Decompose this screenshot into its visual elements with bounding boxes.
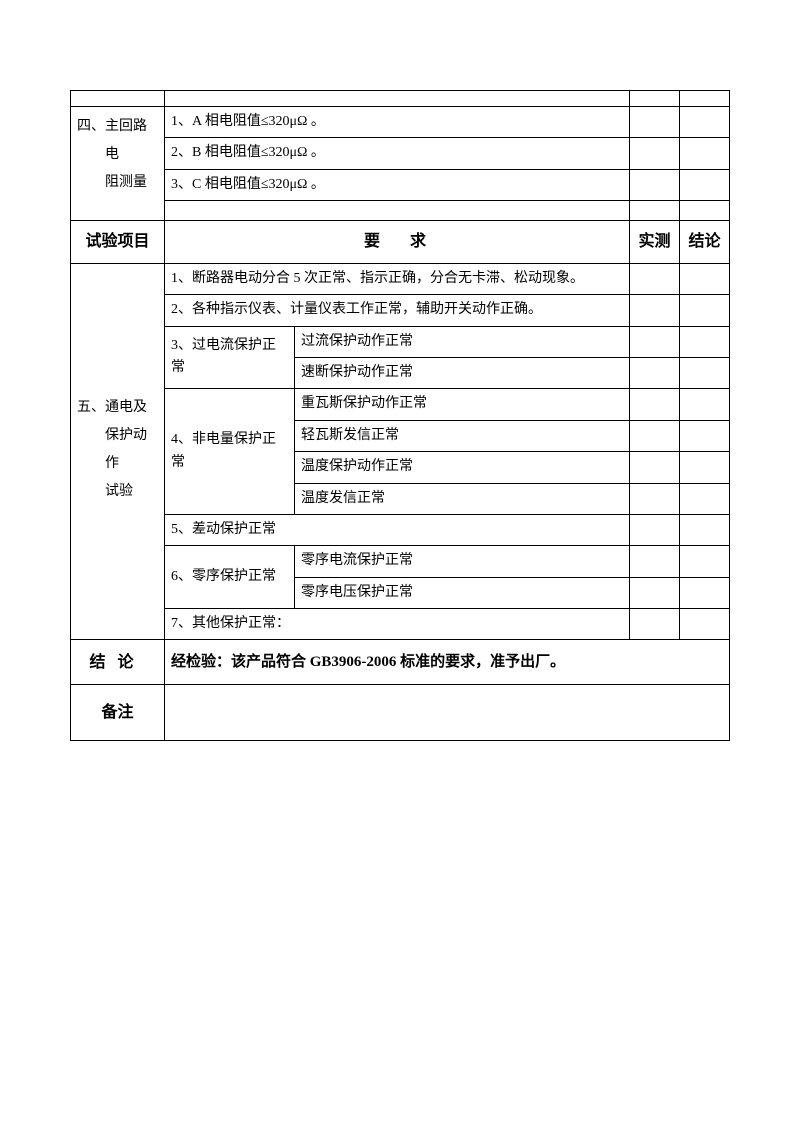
header-col4: 实测 [630, 221, 680, 264]
remark-text [165, 685, 730, 741]
section5-label-l2: 保护动作 [77, 422, 158, 478]
section5-label: 五、通电及 保护动作 试验 [71, 263, 165, 640]
section4-label: 四、主回路 电 阻测量 [71, 107, 165, 221]
measured-cell [630, 107, 680, 138]
conclusion-text: 经检验：该产品符合 GB3906-2006 标准的要求，准予出厂。 [165, 640, 730, 685]
section5-item4-sub2: 轻瓦斯发信正常 [295, 420, 630, 451]
conclusion-label: 结论 [71, 640, 165, 685]
section5-item3-label: 3、过电流保护正常 [165, 326, 295, 389]
section5-item6-sub2: 零序电压保护正常 [295, 577, 630, 608]
section4-label-l3: 阻测量 [77, 169, 147, 197]
remark-label: 备注 [71, 685, 165, 741]
section5-label-l3: 试验 [77, 478, 133, 506]
section4-item-1: 1、A 相电阻值≤320μΩ 。 [165, 107, 630, 138]
header-col5: 结论 [680, 221, 730, 264]
section5-item6-sub1: 零序电流保护正常 [295, 546, 630, 577]
section4-item-2: 2、B 相电阻值≤320μΩ 。 [165, 138, 630, 169]
header-col2: 要求 [165, 221, 630, 264]
section4-item-3: 3、C 相电阻值≤320μΩ 。 [165, 169, 630, 200]
inspection-table: 四、主回路 电 阻测量 1、A 相电阻值≤320μΩ 。 2、B 相电阻值≤32… [70, 90, 730, 741]
section5-item4-sub4: 温度发信正常 [295, 483, 630, 514]
section4-label-l1: 四、主回路 [77, 119, 147, 134]
header-row: 试验项目 要求 实测 结论 [71, 221, 730, 264]
section5-item3-sub2: 速断保护动作正常 [295, 357, 630, 388]
section5-item4-label: 4、非电量保护正常 [165, 389, 295, 515]
result-cell [680, 107, 730, 138]
section5-item4-sub1: 重瓦斯保护动作正常 [295, 389, 630, 420]
section5-item7: 7、其他保护正常： [165, 609, 630, 640]
section5-item3-sub1: 过流保护动作正常 [295, 326, 630, 357]
section5-label-l1: 五、通电及 [77, 400, 147, 415]
section5-item4-sub3: 温度保护动作正常 [295, 452, 630, 483]
section4-label-l2: 电 [77, 141, 119, 169]
header-col1: 试验项目 [71, 221, 165, 264]
section5-item1: 1、断路器电动分合 5 次正常、指示正确，分合无卡滞、松动现象。 [165, 263, 630, 294]
section5-item6-label: 6、零序保护正常 [165, 546, 295, 609]
section5-item5: 5、差动保护正常 [165, 514, 630, 545]
section5-item2: 2、各种指示仪表、计量仪表工作正常，辅助开关动作正确。 [165, 295, 630, 326]
